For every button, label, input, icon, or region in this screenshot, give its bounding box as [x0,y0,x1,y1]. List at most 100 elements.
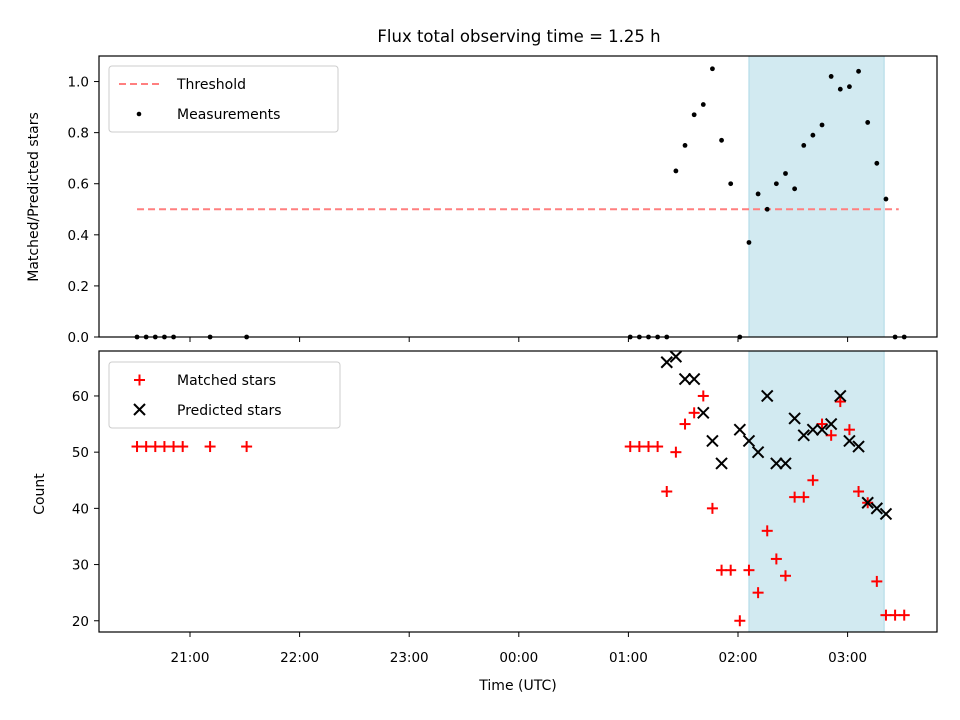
figure-title: Flux total observing time = 1.25 h [377,27,660,46]
matched-star-point [834,396,846,408]
observing-window-band [748,55,885,338]
matched-star-point [688,407,700,419]
predicted-star-point [751,445,765,459]
predicted-star-point [824,417,838,431]
top-ylabel: Matched/Predicted stars [26,112,42,282]
measurement-point [856,68,861,74]
measurement-point [728,181,734,187]
matched-star-point [697,390,709,402]
measurement-point [847,84,852,90]
measurement-point [783,171,788,176]
predicted-star-point [761,389,774,403]
predicted-star-point [715,457,728,470]
predicted-star-point [687,372,701,386]
x-tick-label: 03:00 [828,650,867,666]
matched-star-point [853,486,865,497]
predicted-star-point [678,372,692,386]
predicted-star-point [779,457,792,470]
y-tick-label: 0.6 [68,177,89,193]
y-tick-label: 0.0 [68,330,89,346]
measurement-point [837,86,843,92]
bottom-ylabel: Count [32,473,48,515]
legend-predicted-label: Predicted stars [177,403,282,419]
y-tick-label: 0.2 [68,279,89,295]
matched-star-point [798,491,810,503]
matched-star-point [761,525,773,537]
x-tick-label: 02:00 [719,650,758,666]
bottom-xlabel: Time (UTC) [478,678,556,694]
predicted-star-point [852,440,865,453]
matched-star-point [706,502,718,514]
matched-star-point [670,446,682,458]
matched-star-point [779,570,791,582]
matched-star-point [177,441,189,453]
measurement-point [874,160,880,166]
predicted-star-point [697,406,710,420]
y-tick-label: 0.8 [68,126,89,142]
measurement-point [883,196,889,202]
matched-star-point [204,441,216,453]
matched-star-point [743,564,755,576]
predicted-star-point [669,350,683,363]
y-tick-label: 1.0 [68,75,89,91]
measurement-point [719,137,724,143]
matched-legend-icon [134,374,145,386]
predicted-star-point [770,457,783,470]
x-tick-label: 21:00 [171,650,210,666]
y-tick-label: 50 [72,445,89,461]
measurement-point [755,191,761,197]
matched-star-point [652,441,664,453]
predicted-star-point [788,412,801,425]
matched-star-point [679,418,691,430]
measurement-point [673,168,679,174]
y-tick-label: 60 [72,389,89,405]
measurement-point [801,143,807,148]
predicted-star-point [806,423,820,436]
measurement-point [819,122,825,128]
measurement-point [810,132,816,138]
matched-star-point [661,486,673,497]
predicted-star-point [861,496,874,509]
predicted-star-point [706,434,719,448]
matched-star-point [816,418,828,430]
measurement-point [710,66,715,72]
matched-star-point [752,587,764,599]
matched-star-point [807,474,819,486]
y-tick-label: 40 [72,501,89,517]
bottom-axes-frame [98,350,938,633]
y-tick-label: 0.4 [68,228,89,244]
x-tick-label: 23:00 [390,650,429,666]
predicted-star-point [843,434,856,448]
bottom-panel: 20 30 40 50 60 21:00 22:00 23:00 00:00 01:00 02:0… [32,350,938,694]
predicted-star-point [733,423,747,436]
measurement-legend-icon [136,111,142,117]
matched-star-point [843,424,855,436]
predicted-star-point [834,389,847,403]
top-panel: 0.0 0.2 0.4 0.6 0.8 1.0 Matched/Predicted sta… [26,55,938,346]
legend-matched-label: Matched stars [177,373,276,389]
predicted-star-point [660,356,673,369]
x-tick-label: 01:00 [609,650,648,666]
measurement-point [746,240,752,245]
predicted-star-point [879,507,893,521]
matched-star-point [734,615,746,627]
bottom-legend: Matched stars Predicted stars [108,361,341,429]
measurement-point [773,181,779,187]
top-legend: Threshold Measurements [108,65,339,133]
predicted-star-point [815,423,829,436]
predicted-star-point [797,429,810,442]
measurement-point [792,186,798,192]
matched-star-point [770,553,782,565]
legend-threshold-label: Threshold [176,77,246,93]
predicted-legend-icon [133,403,146,416]
measurement-point [865,120,871,125]
x-tick-label: 22:00 [280,650,319,666]
measurement-point [682,143,688,148]
measurement-point [828,74,834,79]
matched-star-point [898,609,910,621]
predicted-star-point [870,502,884,515]
matched-star-point [825,429,837,441]
predicted-star-point [742,434,756,448]
matched-star-point [241,441,253,453]
legend-measurements-label: Measurements [177,107,280,123]
